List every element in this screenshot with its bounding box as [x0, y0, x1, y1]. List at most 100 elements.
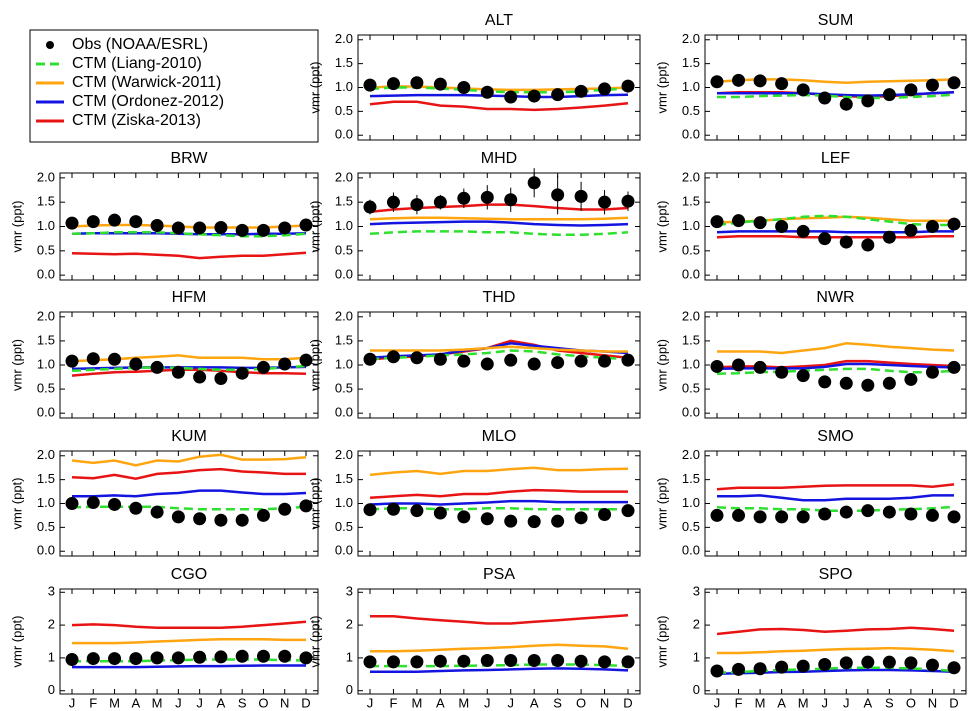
panel-title: ALT: [485, 12, 513, 29]
y-tick-label: 2.0: [335, 447, 353, 462]
panel-title: KUM: [171, 428, 207, 445]
obs-point: [904, 507, 918, 521]
series-line: [72, 489, 307, 498]
obs-point: [732, 662, 746, 676]
obs-point: [410, 76, 424, 90]
panel-title: MHD: [481, 150, 517, 167]
obs-point: [839, 376, 853, 390]
y-tick-label: 0.0: [37, 267, 55, 282]
y-axis-label: vmr (ppt): [307, 478, 322, 530]
obs-point: [861, 238, 875, 252]
series-line: [369, 216, 629, 221]
y-tick-label: 1.5: [335, 471, 353, 486]
obs-point: [108, 352, 122, 366]
plot-frame: [357, 172, 641, 281]
obs-point: [775, 220, 789, 233]
obs-point: [861, 94, 875, 108]
series-line: [370, 667, 629, 673]
panel-title: PSA: [483, 566, 515, 583]
obs-point: [621, 655, 635, 669]
series-line: [71, 505, 307, 511]
x-tick-label: M: [411, 695, 422, 710]
x-tick-label: J: [69, 695, 76, 710]
x-tick-label: N: [928, 695, 937, 710]
series-line: [716, 78, 955, 84]
obs-point: [598, 82, 612, 96]
x-tick-label: J: [821, 695, 828, 710]
x-tick-label: A: [436, 695, 445, 710]
obs-point: [386, 655, 400, 669]
x-tick-label: F: [89, 695, 97, 710]
obs-point: [386, 77, 400, 91]
obs-point: [235, 366, 249, 380]
obs-point: [947, 217, 961, 231]
obs-point: [925, 365, 939, 379]
x-tick-label: A: [863, 695, 872, 710]
x-tick-label: S: [885, 695, 894, 710]
y-axis-label: vmr (ppt): [654, 478, 669, 530]
obs-point: [551, 88, 565, 102]
obs-point: [171, 510, 185, 524]
obs-point: [150, 505, 164, 519]
obs-point: [621, 504, 635, 518]
obs-point: [925, 78, 939, 92]
series-line: [717, 93, 955, 100]
panel-title: SPO: [819, 566, 853, 583]
obs-point: [925, 220, 939, 233]
series-line: [370, 614, 629, 625]
y-axis-label: vmr (ppt): [9, 616, 24, 668]
plot-frame: [704, 34, 967, 141]
y-tick-label: 1: [346, 649, 353, 664]
obs-point: [574, 84, 588, 98]
plot-frame: [704, 311, 967, 419]
panel-title: SUM: [818, 12, 854, 29]
panel: KUM vmr (ppt) 0.0 0.5 1.0 1.5 2.0: [9, 428, 319, 558]
obs-point: [363, 352, 377, 366]
series-line: [369, 220, 629, 227]
legend-label: Obs (NOAA/ESRL): [72, 36, 208, 53]
x-tick-label: A: [530, 695, 539, 710]
series-line: [717, 646, 955, 655]
obs-point: [527, 515, 541, 529]
y-tick-label: 1.5: [682, 55, 700, 70]
series-line: [716, 367, 955, 375]
obs-point: [574, 354, 588, 368]
y-tick-label: 2.0: [37, 447, 55, 462]
obs-point: [299, 651, 313, 665]
x-tick-label: J: [507, 695, 514, 710]
obs-point: [256, 360, 270, 374]
legend-label: CTM (Warwick-2011): [72, 74, 221, 91]
series-line: [71, 453, 307, 467]
y-axis-label: vmr (ppt): [9, 339, 24, 391]
y-tick-label: 0.0: [37, 543, 55, 558]
series-line: [716, 626, 955, 636]
obs-point: [551, 654, 565, 668]
x-tick-label: O: [576, 695, 586, 710]
series-line: [71, 620, 307, 629]
obs-point: [433, 654, 447, 668]
panel-title: BRW: [170, 150, 208, 167]
series-line: [369, 100, 629, 112]
obs-point: [433, 77, 447, 91]
y-tick-label: 1.5: [335, 55, 353, 70]
obs-point: [433, 352, 447, 366]
obs-point: [480, 357, 494, 371]
obs-point: [598, 507, 612, 521]
obs-point: [621, 353, 635, 367]
obs-point: [796, 224, 810, 238]
x-tick-label: O: [258, 695, 268, 710]
x-tick-label: M: [109, 695, 120, 710]
plot-frame: [357, 34, 641, 141]
y-axis-label: vmr (ppt): [9, 478, 24, 530]
y-tick-label: 0.0: [682, 405, 700, 420]
obs-point: [65, 653, 79, 667]
obs-point: [775, 77, 789, 91]
obs-point: [818, 375, 832, 389]
obs-point: [710, 508, 724, 522]
x-tick-label: J: [843, 695, 850, 710]
obs-point: [410, 198, 424, 212]
panel-title: NWR: [816, 289, 854, 306]
y-tick-label: 0.0: [335, 543, 353, 558]
obs-point: [818, 657, 832, 671]
y-tick-label: 0.5: [682, 381, 700, 396]
